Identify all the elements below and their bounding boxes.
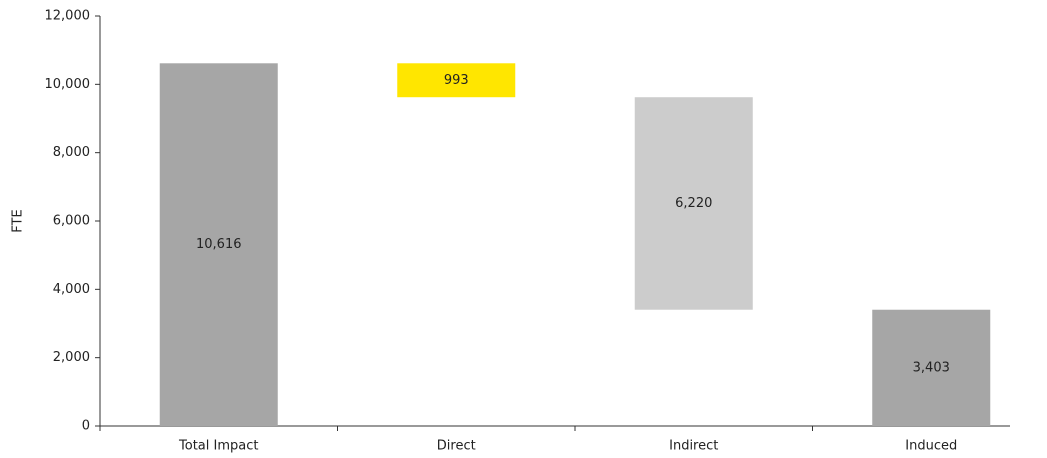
x-tick-label: Total Impact — [178, 439, 258, 454]
y-axis-label: FTE — [11, 209, 26, 232]
y-tick-label: 2,000 — [53, 350, 90, 365]
value-label: 3,403 — [913, 360, 950, 375]
y-tick-label: 12,000 — [45, 9, 91, 24]
y-tick-label: 8,000 — [53, 145, 90, 160]
bar — [397, 63, 516, 98]
value-label: 10,616 — [196, 237, 242, 252]
bar — [159, 63, 278, 426]
y-tick-label: 10,000 — [45, 77, 91, 92]
value-label: 6,220 — [675, 196, 712, 211]
bar — [634, 97, 753, 310]
x-tick-label: Induced — [905, 439, 957, 454]
y-tick-label: 0 — [82, 419, 90, 434]
x-tick-label: Direct — [437, 439, 476, 454]
bar — [872, 309, 991, 426]
value-label: 993 — [444, 73, 469, 88]
x-tick-label: Indirect — [669, 439, 718, 454]
y-tick-label: 4,000 — [53, 282, 90, 297]
y-tick-label: 6,000 — [53, 214, 90, 229]
